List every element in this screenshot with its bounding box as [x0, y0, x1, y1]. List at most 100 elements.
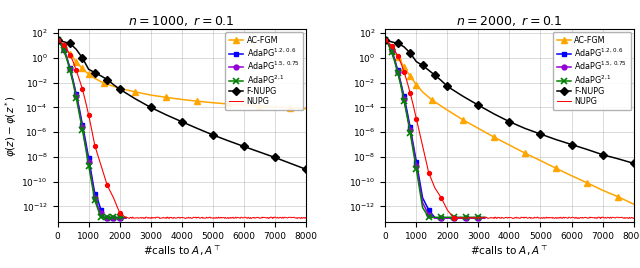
AdaPG$^{2,1}$	[72, 96, 80, 99]
Legend: AC-FGM, AdaPG$^{1.2,\,0.6}$, AdaPG$^{1.5,\,0.75}$, AdaPG$^{2,1}$, F-NUPG, NUPG: AC-FGM, AdaPG$^{1.2,\,0.6}$, AdaPG$^{1.5…	[225, 32, 303, 110]
F-NUPG	[490, 112, 498, 116]
AdaPG$^{2,1}$	[109, 216, 117, 219]
AdaPG$^{1.2,\,0.6}$	[84, 157, 92, 160]
F-NUPG	[271, 156, 278, 159]
AdaPG$^{1.2,\,0.6}$	[444, 216, 451, 219]
F-NUPG	[240, 145, 248, 148]
AC-FGM	[568, 174, 575, 177]
AC-FGM	[76, 64, 83, 67]
NUPG	[228, 216, 236, 219]
AdaPG$^{1.2,\,0.6}$	[388, 49, 396, 52]
AdaPG$^{1.5,\,0.75}$	[69, 80, 77, 83]
AdaPG$^{1.2,\,0.6}$	[116, 216, 124, 219]
Line: F-NUPG: F-NUPG	[383, 37, 636, 166]
Y-axis label: $\varphi(z) - \varphi(z^*)$: $\varphi(z) - \varphi(z^*)$	[3, 95, 19, 157]
F-NUPG	[54, 38, 61, 41]
AC-FGM	[537, 159, 545, 162]
AdaPG$^{1.5,\,0.75}$	[462, 217, 470, 220]
AdaPG$^{1.2,\,0.6}$	[437, 216, 445, 219]
AC-FGM	[475, 127, 483, 130]
NUPG	[286, 215, 294, 219]
Line: AdaPG$^{2,1}$: AdaPG$^{2,1}$	[383, 37, 488, 220]
AdaPG$^{1.2,\,0.6}$	[468, 216, 476, 219]
F-NUPG	[287, 162, 294, 165]
F-NUPG	[163, 113, 170, 117]
F-NUPG	[537, 132, 545, 136]
F-NUPG	[552, 138, 560, 141]
AC-FGM	[459, 118, 467, 121]
AC-FGM	[66, 53, 74, 56]
AdaPG$^{1.2,\,0.6}$	[475, 216, 483, 219]
F-NUPG	[66, 42, 74, 45]
AdaPG$^{1.5,\,0.75}$	[82, 143, 90, 146]
F-NUPG	[79, 56, 86, 59]
AC-FGM	[406, 74, 414, 77]
F-NUPG	[109, 83, 117, 86]
AdaPG$^{1.5,\,0.75}$	[475, 217, 483, 220]
AdaPG$^{1.2,\,0.6}$	[410, 143, 417, 146]
NUPG	[122, 216, 130, 219]
AdaPG$^{2,1}$	[97, 216, 105, 219]
F-NUPG	[444, 85, 451, 88]
AdaPG$^{2,1}$	[69, 82, 77, 85]
AdaPG$^{1.5,\,0.75}$	[54, 38, 61, 41]
AdaPG$^{1.5,\,0.75}$	[481, 217, 488, 220]
AdaPG$^{1.2,\,0.6}$	[82, 139, 90, 142]
AdaPG$^{1.2,\,0.6}$	[91, 192, 99, 196]
AdaPG$^{2,1}$	[468, 216, 476, 219]
AdaPG$^{1.5,\,0.75}$	[406, 128, 414, 132]
NUPG	[123, 215, 131, 219]
AdaPG$^{1.2,\,0.6}$	[406, 126, 414, 129]
AdaPG$^{1.5,\,0.75}$	[437, 217, 445, 220]
F-NUPG	[506, 120, 513, 123]
AC-FGM	[225, 102, 232, 106]
Line: F-NUPG: F-NUPG	[55, 37, 308, 172]
F-NUPG	[568, 143, 575, 146]
AdaPG$^{1.2,\,0.6}$	[66, 66, 74, 70]
AdaPG$^{2,1}$	[76, 112, 83, 116]
NUPG	[556, 216, 564, 219]
AC-FGM	[116, 87, 124, 90]
F-NUPG	[400, 45, 408, 49]
AdaPG$^{1.2,\,0.6}$	[72, 92, 80, 96]
AdaPG$^{1.5,\,0.75}$	[91, 196, 99, 199]
Line: AdaPG$^{1.2,\,0.6}$: AdaPG$^{1.2,\,0.6}$	[383, 37, 487, 220]
AdaPG$^{1.5,\,0.75}$	[104, 217, 111, 220]
AC-FGM	[444, 109, 451, 112]
AdaPG$^{1.5,\,0.75}$	[397, 82, 404, 85]
Line: AC-FGM: AC-FGM	[55, 37, 308, 111]
AdaPG$^{1.2,\,0.6}$	[431, 216, 439, 219]
F-NUPG	[116, 88, 124, 91]
AC-FGM	[552, 167, 560, 170]
NUPG	[247, 217, 255, 220]
AdaPG$^{2,1}$	[462, 216, 470, 219]
AdaPG$^{1.2,\,0.6}$	[94, 199, 102, 202]
Line: AdaPG$^{1.2,\,0.6}$: AdaPG$^{1.2,\,0.6}$	[55, 37, 128, 220]
AdaPG$^{2,1}$	[54, 38, 61, 41]
AdaPG$^{2,1}$	[122, 216, 130, 219]
NUPG	[602, 216, 610, 219]
AC-FGM	[255, 105, 263, 108]
AC-FGM	[388, 45, 396, 49]
AC-FGM	[69, 56, 77, 59]
NUPG	[302, 217, 310, 220]
AdaPG$^{2,1}$	[57, 43, 65, 46]
AdaPG$^{2,1}$	[91, 199, 99, 202]
F-NUPG	[394, 42, 401, 45]
AC-FGM	[630, 203, 637, 206]
AdaPG$^{1.2,\,0.6}$	[69, 79, 77, 82]
NUPG	[607, 215, 614, 219]
AC-FGM	[302, 107, 310, 110]
AdaPG$^{1.2,\,0.6}$	[400, 95, 408, 98]
AC-FGM	[131, 90, 139, 94]
AC-FGM	[381, 38, 389, 41]
F-NUPG	[437, 79, 445, 82]
AdaPG$^{2,1}$	[116, 216, 124, 219]
F-NUPG	[72, 48, 80, 51]
NUPG	[614, 215, 622, 219]
AdaPG$^{2,1}$	[450, 216, 458, 219]
AdaPG$^{1.5,\,0.75}$	[431, 217, 439, 220]
NUPG	[557, 215, 564, 219]
AdaPG$^{1.2,\,0.6}$	[425, 209, 433, 212]
X-axis label: #calls to $A, A^\top$: #calls to $A, A^\top$	[470, 244, 548, 258]
